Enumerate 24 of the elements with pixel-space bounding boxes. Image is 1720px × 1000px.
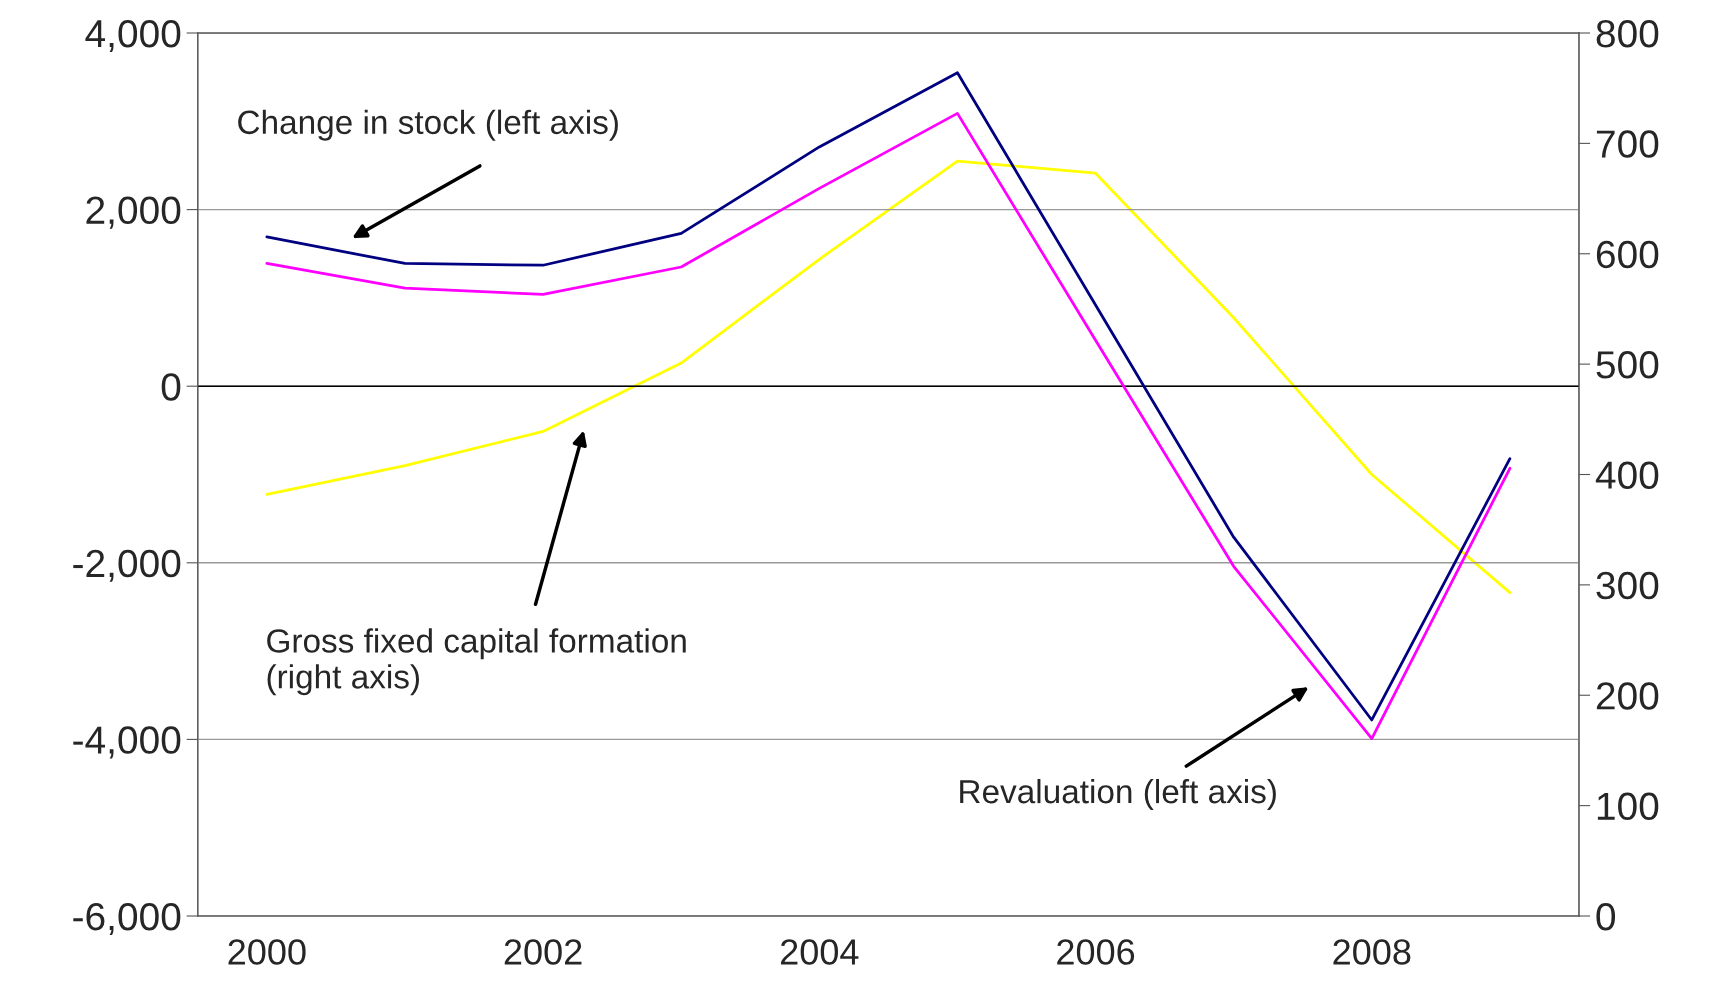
y-tick-label: 0 (161, 373, 181, 401)
y2-tick-label: 800 (1596, 19, 1659, 48)
y-tick-label: -6,000 (73, 902, 181, 936)
y2-tick-label: 500 (1596, 351, 1659, 379)
y2-tick-label: 700 (1596, 130, 1659, 158)
y2-tick-label: 0 (1596, 902, 1616, 931)
y2-tick-label: 100 (1597, 792, 1659, 821)
line-series (265, 159, 1512, 594)
y-tick-label: 2,000 (86, 196, 181, 229)
y-tick-label: -2,000 (73, 549, 181, 582)
annotation: Gross fixed capital formation (right axis) (267, 628, 686, 696)
y-tick-label: 4,000 (85, 19, 181, 53)
x-tick-label: 2004 (780, 939, 859, 965)
annotation: Change in stock (left axis) (238, 109, 618, 141)
annotation: Revaluation (left axis) (960, 778, 1276, 811)
y-tick-label: -4,000 (73, 726, 181, 759)
y2-tick-label: 400 (1595, 461, 1659, 489)
x-tick-label: 2006 (1057, 939, 1135, 965)
x-tick-label: 2000 (228, 939, 306, 965)
x-tick-label: 2002 (504, 939, 582, 965)
y2-tick-label: 200 (1596, 682, 1659, 710)
y2-tick-label: 300 (1596, 571, 1659, 600)
y2-tick-label: 600 (1596, 240, 1659, 269)
x-tick-label: 2008 (1333, 939, 1411, 965)
